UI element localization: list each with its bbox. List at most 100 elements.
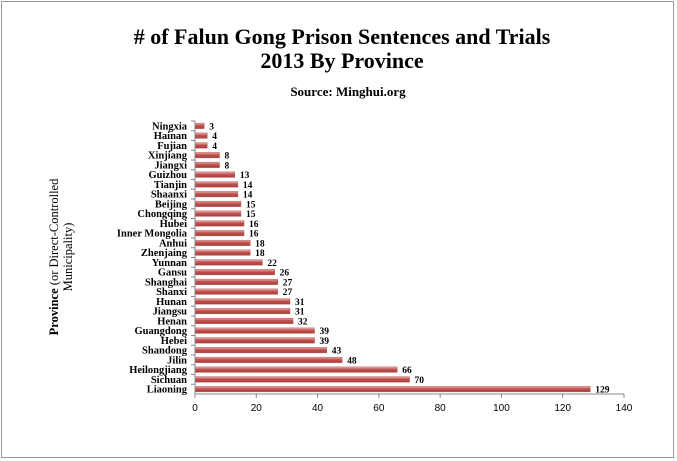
category-label: Liaoning: [147, 385, 188, 396]
data-label: 15: [246, 200, 256, 210]
data-label: 31: [295, 298, 305, 308]
data-label: 13: [240, 171, 250, 181]
category-label: Guizhou: [148, 170, 187, 181]
category-label: Henan: [157, 316, 187, 327]
category-label: Shanxi: [156, 287, 187, 298]
bar-jilin: [194, 356, 343, 363]
bar-guangdong: [194, 327, 315, 334]
category-label: Ningxia: [152, 121, 188, 132]
y-axis-label-line2: Municipality): [61, 223, 75, 292]
y-axis: NingxiaHainanFujianXinjiangJiangxiGuizho…: [117, 120, 196, 396]
x-axis: 0 20 40 60 80 100 120 140: [192, 393, 633, 414]
category-label: Hunan: [156, 297, 187, 308]
chart-subtitle: Source: Minghui.org: [290, 84, 406, 99]
bar-tianjin: [194, 181, 239, 188]
bar-heilongjiang: [194, 366, 398, 373]
bar-xinjiang: [194, 152, 220, 159]
bar-shandong: [194, 347, 327, 354]
data-label: 39: [320, 337, 330, 347]
data-label: 39: [320, 327, 330, 337]
data-label: 15: [246, 210, 256, 220]
bar-henan: [194, 317, 294, 324]
category-label: Jiangsu: [153, 307, 188, 318]
x-tick-label: 40: [312, 403, 324, 414]
category-label: Heilongjiang: [129, 365, 188, 376]
x-tick-label: 0: [192, 403, 198, 414]
data-label: 27: [283, 278, 293, 288]
bar-inner-mongolia: [194, 230, 245, 237]
bar-sichuan: [194, 376, 410, 383]
bar-anhui: [194, 239, 251, 246]
data-label: 18: [255, 239, 265, 249]
category-label: Shanghai: [145, 277, 187, 288]
bar-shanghai: [194, 278, 278, 285]
bar-hebei: [194, 337, 315, 344]
y-axis-label-rest: (or Direct-Controlled: [47, 178, 61, 288]
y-axis-label: Province (or Direct-Controlled: [47, 178, 61, 335]
data-label: 14: [243, 191, 253, 201]
x-tick-label: 20: [251, 403, 263, 414]
bar-hunan: [194, 298, 291, 305]
category-label: Gansu: [158, 268, 187, 279]
bar-ningxia: [194, 122, 205, 129]
category-label: Zhenjaing: [141, 248, 188, 259]
category-label: Fujian: [157, 141, 187, 152]
category-label: Yunnan: [152, 258, 187, 269]
data-label: 8: [225, 161, 230, 171]
chart-title-line2: 2013 By Province: [260, 48, 424, 73]
data-label: 3: [209, 122, 214, 132]
bar-yunnan: [194, 259, 263, 266]
category-label: Hebei: [161, 336, 187, 347]
x-tick-label: 100: [493, 403, 510, 414]
category-label: Shaanxi: [151, 190, 187, 201]
x-tick-label: 120: [554, 403, 571, 414]
bar-liaoning: [194, 386, 591, 393]
category-label: Hubei: [160, 219, 188, 230]
data-label: 16: [249, 220, 259, 230]
data-label: 27: [283, 288, 293, 298]
bar-chongqing: [194, 210, 242, 217]
category-label: Hainan: [154, 131, 187, 142]
data-label: 32: [298, 317, 308, 327]
data-label: 18: [255, 249, 265, 259]
category-label: Jiangxi: [154, 160, 187, 171]
category-label: Tianjin: [154, 180, 187, 191]
category-label: Xinjiang: [148, 151, 188, 162]
category-label: Chongqing: [137, 209, 187, 220]
bar-zhenjaing: [194, 249, 251, 256]
bar-shanxi: [194, 288, 278, 295]
bar-hubei: [194, 220, 245, 227]
chart-title-line1: # of Falun Gong Prison Sentences and Tri…: [134, 24, 551, 49]
bars-group: 3448813141415151616181822262727313132393…: [194, 122, 610, 396]
category-label: Shandong: [142, 346, 188, 357]
category-label: Guangdong: [134, 326, 187, 337]
category-label: Inner Mongolia: [117, 229, 188, 240]
data-label: 14: [243, 181, 253, 191]
bar-fujian: [194, 142, 208, 149]
data-label: 4: [212, 142, 217, 152]
data-label: 22: [267, 259, 277, 269]
bar-jiangsu: [194, 308, 291, 315]
data-label: 70: [415, 376, 425, 386]
x-tick-label: 80: [435, 403, 447, 414]
data-label: 48: [347, 356, 357, 366]
data-label: 8: [225, 152, 230, 162]
bar-guizhou: [194, 171, 236, 178]
bar-gansu: [194, 269, 275, 276]
data-label: 129: [595, 386, 610, 396]
category-label: Sichuan: [151, 375, 187, 386]
data-label: 43: [332, 347, 342, 357]
x-tick-label: 140: [616, 403, 633, 414]
bar-jiangxi: [194, 161, 220, 168]
bar-hainan: [194, 132, 208, 139]
x-tick-label: 60: [373, 403, 385, 414]
data-label: 16: [249, 230, 259, 240]
data-label: 31: [295, 308, 305, 318]
category-label: Beijing: [155, 199, 188, 210]
y-axis-label-bold: Province: [47, 288, 61, 335]
category-label: Jilin: [167, 355, 187, 366]
bar-beijing: [194, 200, 242, 207]
data-label: 4: [212, 132, 217, 142]
